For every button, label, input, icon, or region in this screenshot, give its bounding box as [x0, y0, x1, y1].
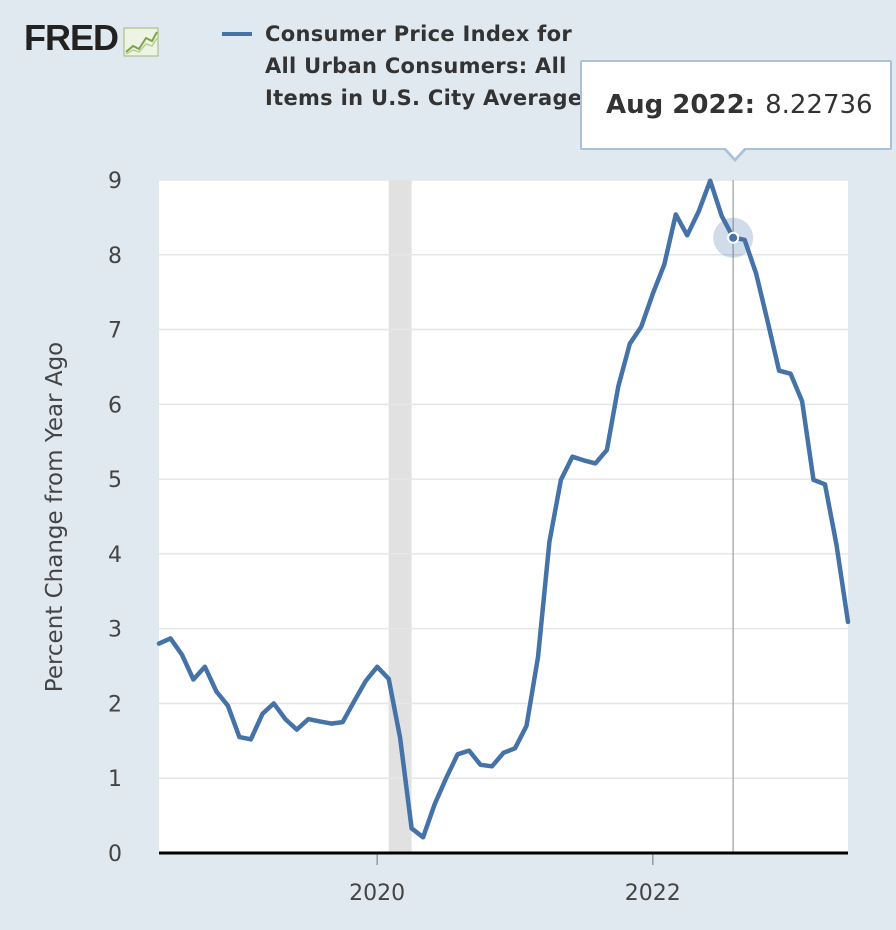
recession-band — [388, 180, 412, 853]
y-tick-label: 3 — [108, 618, 122, 643]
data-point[interactable] — [295, 728, 299, 732]
data-point[interactable] — [559, 478, 563, 482]
data-point[interactable] — [249, 737, 253, 741]
data-point[interactable] — [708, 179, 712, 183]
hover-point-marker[interactable] — [727, 231, 740, 244]
data-point[interactable] — [616, 384, 620, 388]
tooltip-date: Aug 2022: — [606, 90, 756, 120]
fred-logo[interactable]: FRED — [24, 18, 162, 62]
data-point[interactable] — [605, 448, 609, 452]
data-point[interactable] — [433, 802, 437, 806]
data-point[interactable] — [191, 678, 195, 682]
data-point[interactable] — [777, 369, 781, 373]
legend-label: Consumer Price Index for All Urban Consu… — [265, 22, 583, 110]
data-point[interactable] — [283, 717, 287, 721]
data-point[interactable] — [789, 372, 793, 376]
data-point[interactable] — [479, 763, 483, 767]
data-point[interactable] — [766, 319, 770, 323]
y-tick-label: 5 — [108, 468, 122, 493]
data-point[interactable] — [502, 751, 506, 755]
data-point[interactable] — [364, 679, 368, 683]
data-point[interactable] — [547, 540, 551, 544]
y-tick-label: 2 — [108, 692, 122, 717]
data-point[interactable] — [237, 735, 241, 739]
data-point[interactable] — [846, 620, 850, 624]
x-axis-ticks: 2020 2022 — [349, 853, 681, 906]
tooltip-arrow-fill — [724, 146, 746, 158]
y-tick-label: 0 — [108, 842, 122, 867]
data-point[interactable] — [800, 399, 804, 403]
fred-logo-text: FRED — [24, 17, 119, 58]
data-point[interactable] — [203, 665, 207, 669]
data-point[interactable] — [685, 233, 689, 237]
y-tick-label: 1 — [108, 767, 122, 792]
data-point[interactable] — [306, 717, 310, 721]
data-point[interactable] — [329, 722, 333, 726]
y-tick-label: 4 — [108, 543, 122, 568]
data-point[interactable] — [157, 642, 161, 646]
data-point[interactable] — [570, 455, 574, 459]
data-point[interactable] — [674, 212, 678, 216]
data-point[interactable] — [639, 325, 643, 329]
data-point[interactable] — [651, 292, 655, 296]
x-tick-label: 2020 — [349, 881, 405, 906]
data-point[interactable] — [720, 214, 724, 218]
data-point[interactable] — [341, 720, 345, 724]
data-point[interactable] — [754, 271, 758, 275]
data-point[interactable] — [398, 736, 402, 740]
tooltip-value: 8.22736 — [765, 90, 873, 120]
data-point[interactable] — [352, 699, 356, 703]
data-point[interactable] — [490, 764, 494, 768]
y-tick-label: 9 — [108, 169, 122, 194]
y-tick-label: 8 — [108, 244, 122, 269]
data-point[interactable] — [662, 262, 666, 266]
data-point[interactable] — [823, 482, 827, 486]
data-point[interactable] — [467, 749, 471, 753]
data-point[interactable] — [628, 342, 632, 346]
y-axis-ticks: 0 1 2 3 4 5 6 7 8 9 — [108, 169, 122, 867]
data-point[interactable] — [272, 701, 276, 705]
data-point[interactable] — [812, 478, 816, 482]
data-point[interactable] — [318, 719, 322, 723]
data-point[interactable] — [421, 835, 425, 839]
data-point[interactable] — [697, 209, 701, 213]
data-point[interactable] — [835, 543, 839, 547]
data-point[interactable] — [168, 636, 172, 640]
legend-swatch — [222, 32, 252, 36]
data-point[interactable] — [214, 689, 218, 693]
data-point[interactable] — [444, 776, 448, 780]
data-point[interactable] — [456, 752, 460, 756]
fred-chart-icon — [123, 27, 159, 57]
data-point[interactable] — [387, 677, 391, 681]
data-point[interactable] — [260, 712, 264, 716]
y-tick-label: 6 — [108, 393, 122, 418]
data-point[interactable] — [410, 826, 414, 830]
x-tick-label: 2022 — [625, 881, 681, 906]
tooltip: Aug 2022: 8.22736 — [580, 60, 892, 150]
data-point[interactable] — [593, 461, 597, 465]
data-point[interactable] — [180, 653, 184, 657]
data-point[interactable] — [524, 724, 528, 728]
data-point[interactable] — [375, 665, 379, 669]
data-point[interactable] — [582, 458, 586, 462]
data-point[interactable] — [536, 655, 540, 659]
data-point[interactable] — [513, 746, 517, 750]
y-axis-label: Percent Change from Year Ago — [42, 342, 68, 692]
y-tick-label: 7 — [108, 319, 122, 344]
data-point[interactable] — [226, 704, 230, 708]
